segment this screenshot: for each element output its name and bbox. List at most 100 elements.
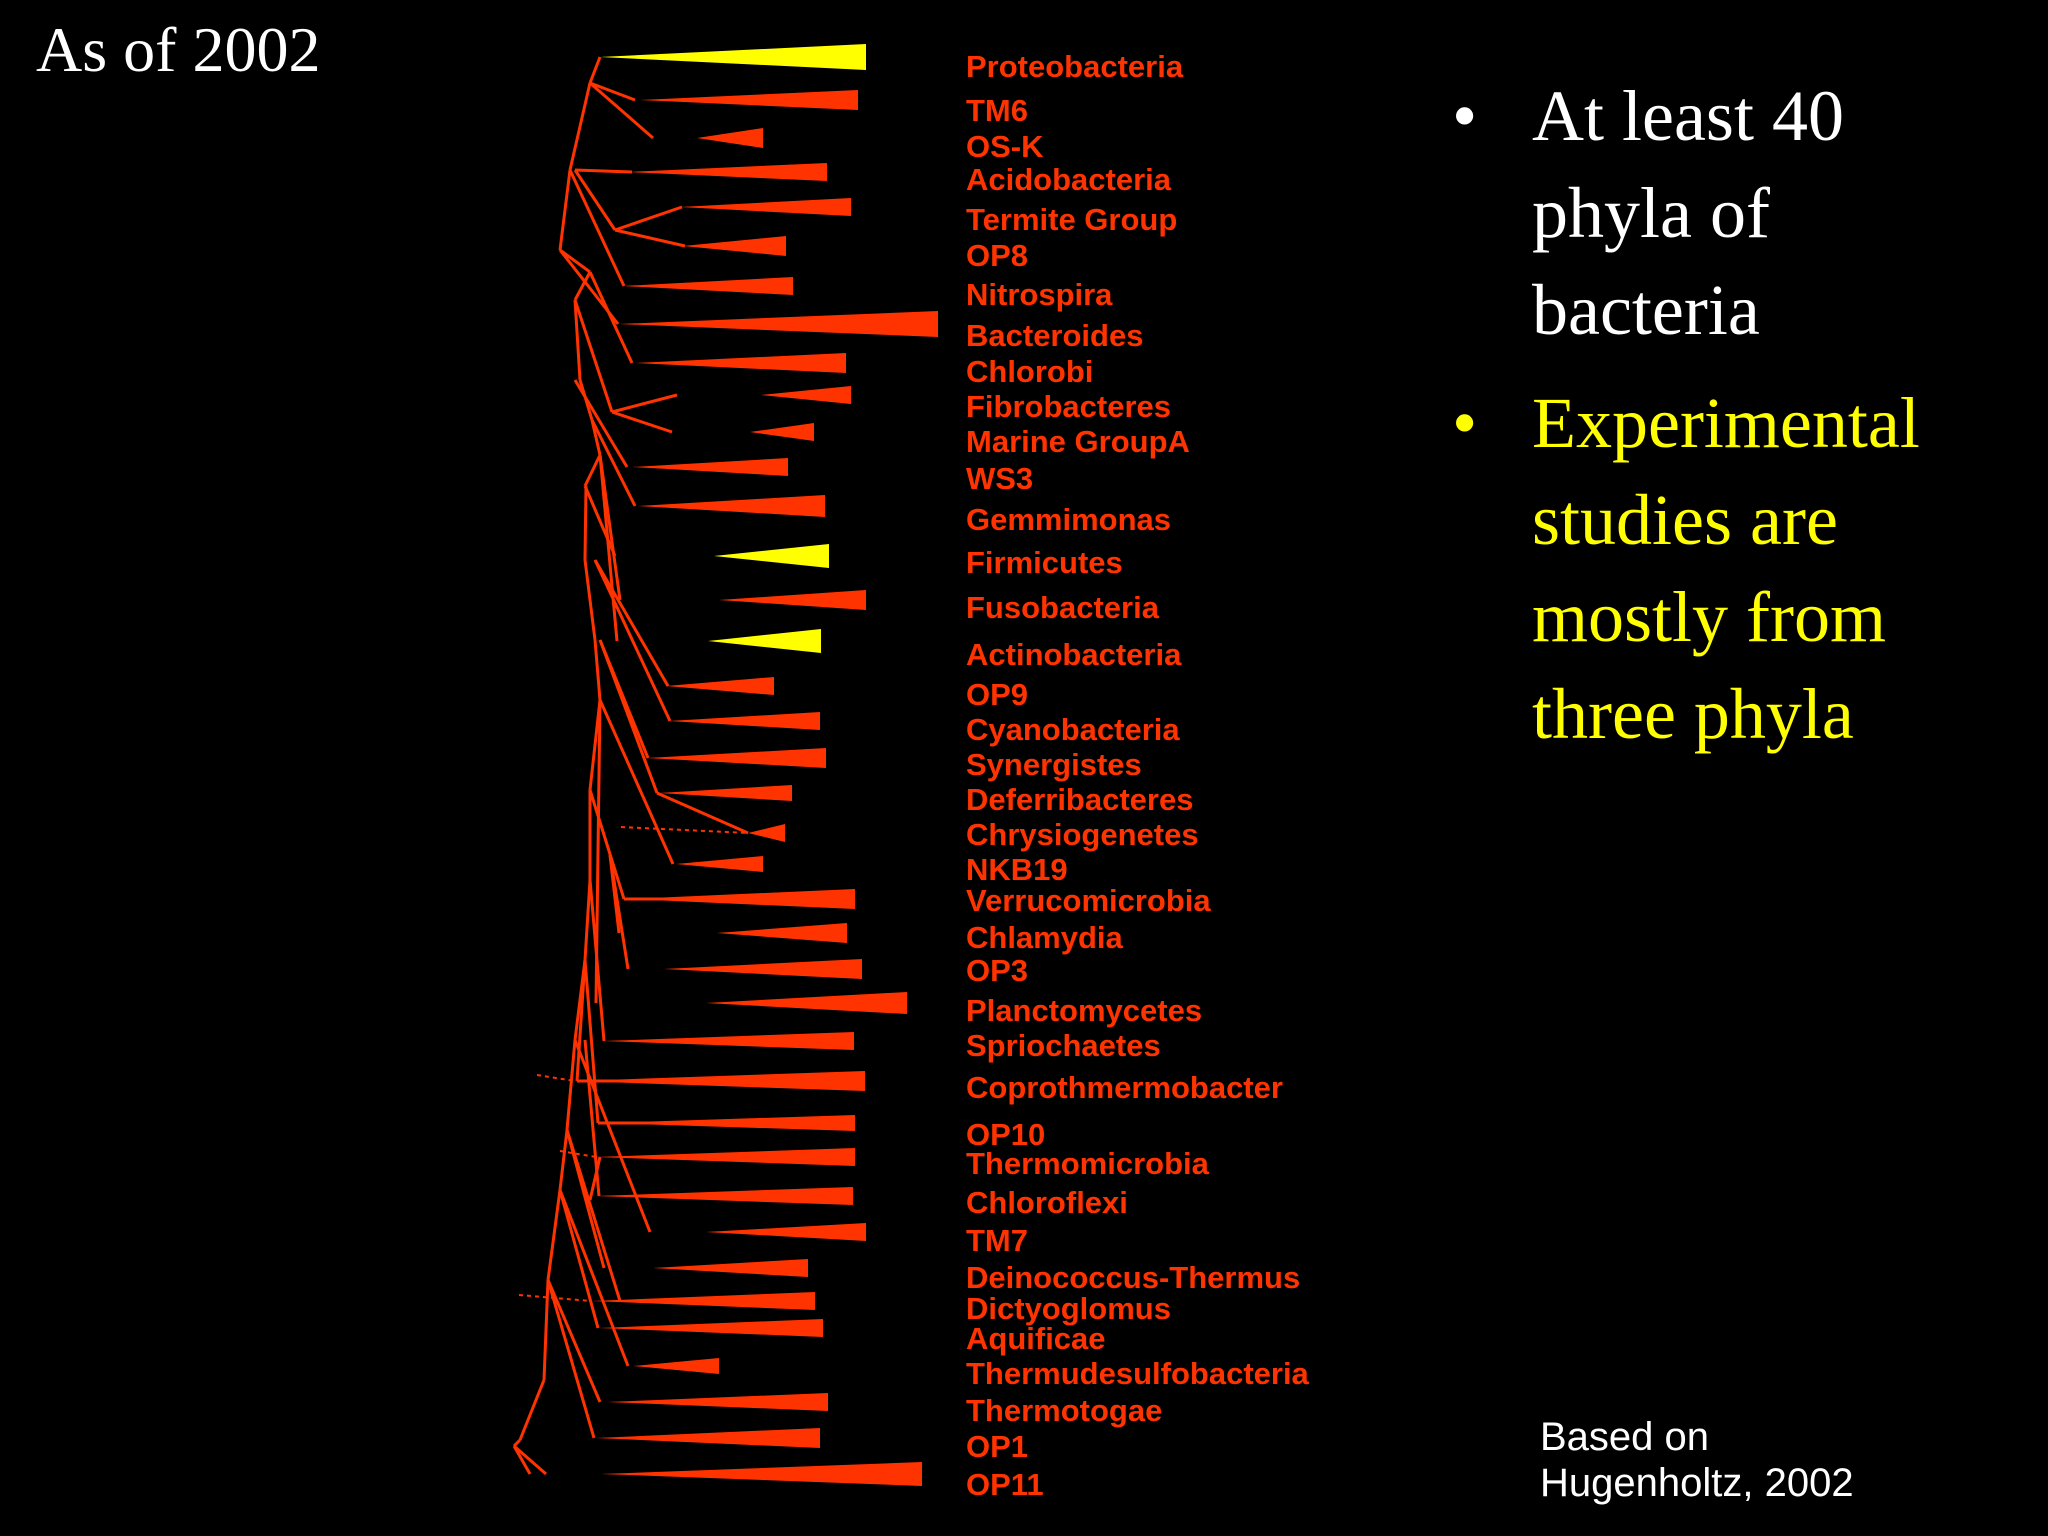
tree-branch xyxy=(583,454,602,487)
phylum-label: Chloroflexi xyxy=(966,1185,1128,1220)
phylum-wedge xyxy=(669,712,820,730)
bullet-item: • Experimental studies are mostly from t… xyxy=(1452,375,2012,763)
phylum-wedge xyxy=(601,1462,922,1486)
phylum-wedge xyxy=(596,1428,820,1448)
tree-branch xyxy=(598,454,619,642)
phylum-wedge xyxy=(603,1032,854,1050)
tree-branch xyxy=(558,1129,569,1191)
phylum-wedge xyxy=(664,959,862,979)
phylum-wedge xyxy=(708,629,821,653)
tree-branch xyxy=(518,1379,546,1441)
tree-branch xyxy=(598,699,675,865)
phylum-label: Chlamydia xyxy=(966,920,1124,955)
phylum-wedge xyxy=(591,1292,815,1310)
phylum-wedge xyxy=(706,992,907,1014)
phylum-label: Thermotogae xyxy=(966,1393,1162,1428)
phylum-wedge xyxy=(719,590,866,610)
phylum-wedge xyxy=(748,824,785,842)
phylum-label: OP3 xyxy=(966,953,1028,988)
phylum-label: Synergistes xyxy=(966,747,1142,782)
phylum-label: OP1 xyxy=(966,1429,1028,1464)
phylum-label: OS-K xyxy=(966,129,1044,164)
tree-dashed-branch xyxy=(536,1074,576,1082)
tree-branch xyxy=(589,81,654,140)
phylum-wedge xyxy=(628,889,855,909)
phylum-label: Thermomicrobia xyxy=(966,1146,1210,1181)
phylum-label: Proteobacteria xyxy=(966,49,1184,84)
phylum-label: Cyanobacteria xyxy=(966,712,1180,747)
phylum-wedge xyxy=(761,386,851,404)
tree-branch xyxy=(575,959,587,1082)
phylum-label: Aquificae xyxy=(966,1321,1106,1356)
phylum-label: Chlorobi xyxy=(966,354,1093,389)
bullet-text: Experimental studies are mostly from thr… xyxy=(1532,383,1920,754)
bullet-list: • At least 40 phyla of bacteria • Experi… xyxy=(1452,68,2012,779)
phylum-wedge xyxy=(604,1115,855,1131)
tree-branch xyxy=(583,559,597,641)
bullet-text: At least 40 phyla of bacteria xyxy=(1532,76,1844,350)
phylum-wedge xyxy=(666,677,774,695)
phylum-label: Firmicutes xyxy=(966,545,1123,580)
tree-branch xyxy=(573,1039,652,1233)
tree-branch xyxy=(573,271,592,301)
phylum-wedge xyxy=(717,923,847,943)
phylum-label: Thermudesulfobacteria xyxy=(966,1356,1310,1391)
tree-branch xyxy=(558,1189,600,1329)
phylum-wedge xyxy=(706,1223,866,1241)
phylum-label: Deinococcus-Thermus xyxy=(966,1260,1300,1295)
tree-branch xyxy=(593,559,670,687)
tree-branch xyxy=(565,1129,622,1302)
tree-branch xyxy=(573,379,629,468)
tree-branch xyxy=(558,1189,630,1367)
tree-branch xyxy=(583,879,592,961)
tree-branch xyxy=(656,791,749,835)
tree-branch xyxy=(588,56,602,84)
citation: Based on Hugenholtz, 2002 xyxy=(1540,1414,1854,1506)
phylum-label: Verrucomicrobia xyxy=(966,883,1211,918)
tree-branch xyxy=(588,879,606,1042)
bullet-marker: • xyxy=(1452,383,1478,463)
bullet-item: • At least 40 phyla of bacteria xyxy=(1452,68,2012,359)
phylum-wedge xyxy=(619,311,938,337)
phylum-wedge xyxy=(659,785,792,801)
tree-branch xyxy=(573,299,582,381)
tree-branch xyxy=(583,485,588,561)
phylum-label: Chrysiogenetes xyxy=(966,817,1199,852)
tree-branch xyxy=(590,419,637,507)
tree-branch xyxy=(588,789,626,900)
tree-branch xyxy=(546,1189,562,1281)
phylum-wedge xyxy=(596,1148,855,1166)
slide-title: As of 2002 xyxy=(36,14,321,85)
tree-branch xyxy=(512,1445,532,1475)
phylum-label: OP9 xyxy=(966,677,1028,712)
tree-branch xyxy=(583,1039,601,1197)
phylum-label: Fibrobacteres xyxy=(966,389,1171,424)
phylum-wedge xyxy=(714,544,829,568)
tree-branch xyxy=(573,169,617,231)
tree-branch xyxy=(559,248,591,274)
phylum-label: Termite Group xyxy=(966,202,1177,237)
tree-branch xyxy=(611,393,678,414)
phylum-wedge xyxy=(600,44,866,70)
phylum-wedge xyxy=(647,748,826,768)
tree-branch xyxy=(593,559,672,722)
phylum-wedge xyxy=(607,1393,828,1411)
bullet-marker: • xyxy=(1452,76,1478,156)
tree-branch xyxy=(614,228,686,248)
phylum-label: Planctomycetes xyxy=(966,993,1202,1028)
tree-branch xyxy=(588,1156,602,1201)
phylum-label: TM6 xyxy=(966,93,1028,128)
tree-branch xyxy=(598,639,659,794)
phylum-wedge xyxy=(623,277,793,295)
tree-branch xyxy=(542,1279,550,1381)
phylum-label: WS3 xyxy=(966,461,1033,496)
phylum-label: OP10 xyxy=(966,1117,1045,1152)
phylum-label: Deferribacteres xyxy=(966,782,1193,817)
phylum-label: Gemmimonas xyxy=(966,502,1171,537)
tree-branch xyxy=(513,1444,547,1476)
phylum-wedge xyxy=(575,1071,865,1091)
phylum-wedge xyxy=(697,128,763,148)
